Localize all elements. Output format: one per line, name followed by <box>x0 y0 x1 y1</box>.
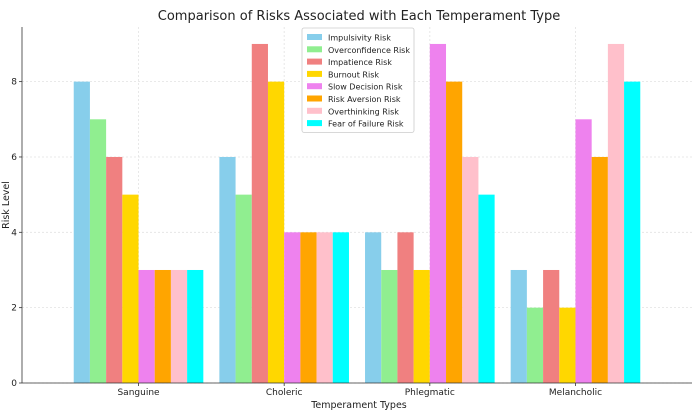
x-tick-label: Sanguine <box>117 388 160 398</box>
bar <box>89 119 107 383</box>
legend: Impulsivity Risk Overconfidence Risk Impat… <box>301 27 415 133</box>
legend-label: Burnout Risk <box>328 70 379 79</box>
bar <box>365 232 382 383</box>
bar <box>332 232 349 383</box>
bar <box>170 269 188 383</box>
legend-label: Overconfidence Risk <box>328 46 410 55</box>
legend-swatch <box>307 34 322 40</box>
bar <box>591 156 608 383</box>
legend-swatch <box>307 83 322 90</box>
x-ticks: Sanguine Choleric Phlegmatic Melancholic <box>117 383 602 398</box>
legend-label: Fear of Failure Risk <box>328 120 404 129</box>
bar <box>397 232 414 383</box>
bar <box>559 307 576 383</box>
y-tick-label: 6 <box>11 153 17 163</box>
x-axis-label: Temperament Types <box>310 400 407 411</box>
bar <box>575 119 592 383</box>
bar <box>138 269 155 383</box>
bar <box>154 269 171 383</box>
legend-swatch <box>307 107 322 114</box>
legend-label: Slow Decision Risk <box>328 83 403 92</box>
bar <box>413 269 430 383</box>
bar <box>122 194 139 383</box>
bar <box>429 43 447 383</box>
legend-swatch <box>307 70 322 77</box>
bar <box>446 81 463 384</box>
bar <box>300 232 317 383</box>
y-tick-label: 8 <box>11 78 17 88</box>
bar <box>219 156 236 383</box>
bar <box>607 43 625 383</box>
bar <box>187 269 204 383</box>
x-tick-label: Choleric <box>266 388 303 398</box>
bar <box>526 307 544 383</box>
x-tick-label: Melancholic <box>549 388 602 398</box>
y-axis-label: Risk Level <box>1 181 12 229</box>
y-ticks: 0 2 4 6 8 <box>11 78 22 389</box>
bar <box>624 81 641 384</box>
legend-label: Impulsivity Risk <box>328 34 391 43</box>
bar <box>267 81 285 384</box>
bar-group <box>73 43 641 384</box>
bar <box>235 194 252 383</box>
legend-swatch <box>307 46 322 53</box>
y-tick-label: 2 <box>11 304 17 314</box>
legend-box <box>301 27 415 133</box>
bar <box>462 156 479 383</box>
legend-swatch <box>307 120 322 127</box>
legend-swatch <box>307 58 322 65</box>
legend-swatch <box>307 95 322 102</box>
bar <box>73 81 90 384</box>
bar <box>510 269 527 383</box>
bar <box>106 156 123 383</box>
x-tick-label: Phlegmatic <box>405 388 455 398</box>
bar <box>316 232 333 383</box>
y-tick-label: 0 <box>11 379 17 389</box>
legend-label: Overthinking Risk <box>328 107 399 116</box>
legend-label: Impatience Risk <box>328 58 392 67</box>
bar <box>381 269 398 383</box>
bar <box>543 269 560 383</box>
chart-title: Comparison of Risks Associated with Each… <box>158 9 560 24</box>
bar <box>284 232 301 383</box>
bar <box>251 43 268 383</box>
y-tick-label: 4 <box>11 228 17 238</box>
legend-label: Risk Aversion Risk <box>328 95 401 104</box>
axes <box>21 27 692 384</box>
bar <box>478 194 495 383</box>
